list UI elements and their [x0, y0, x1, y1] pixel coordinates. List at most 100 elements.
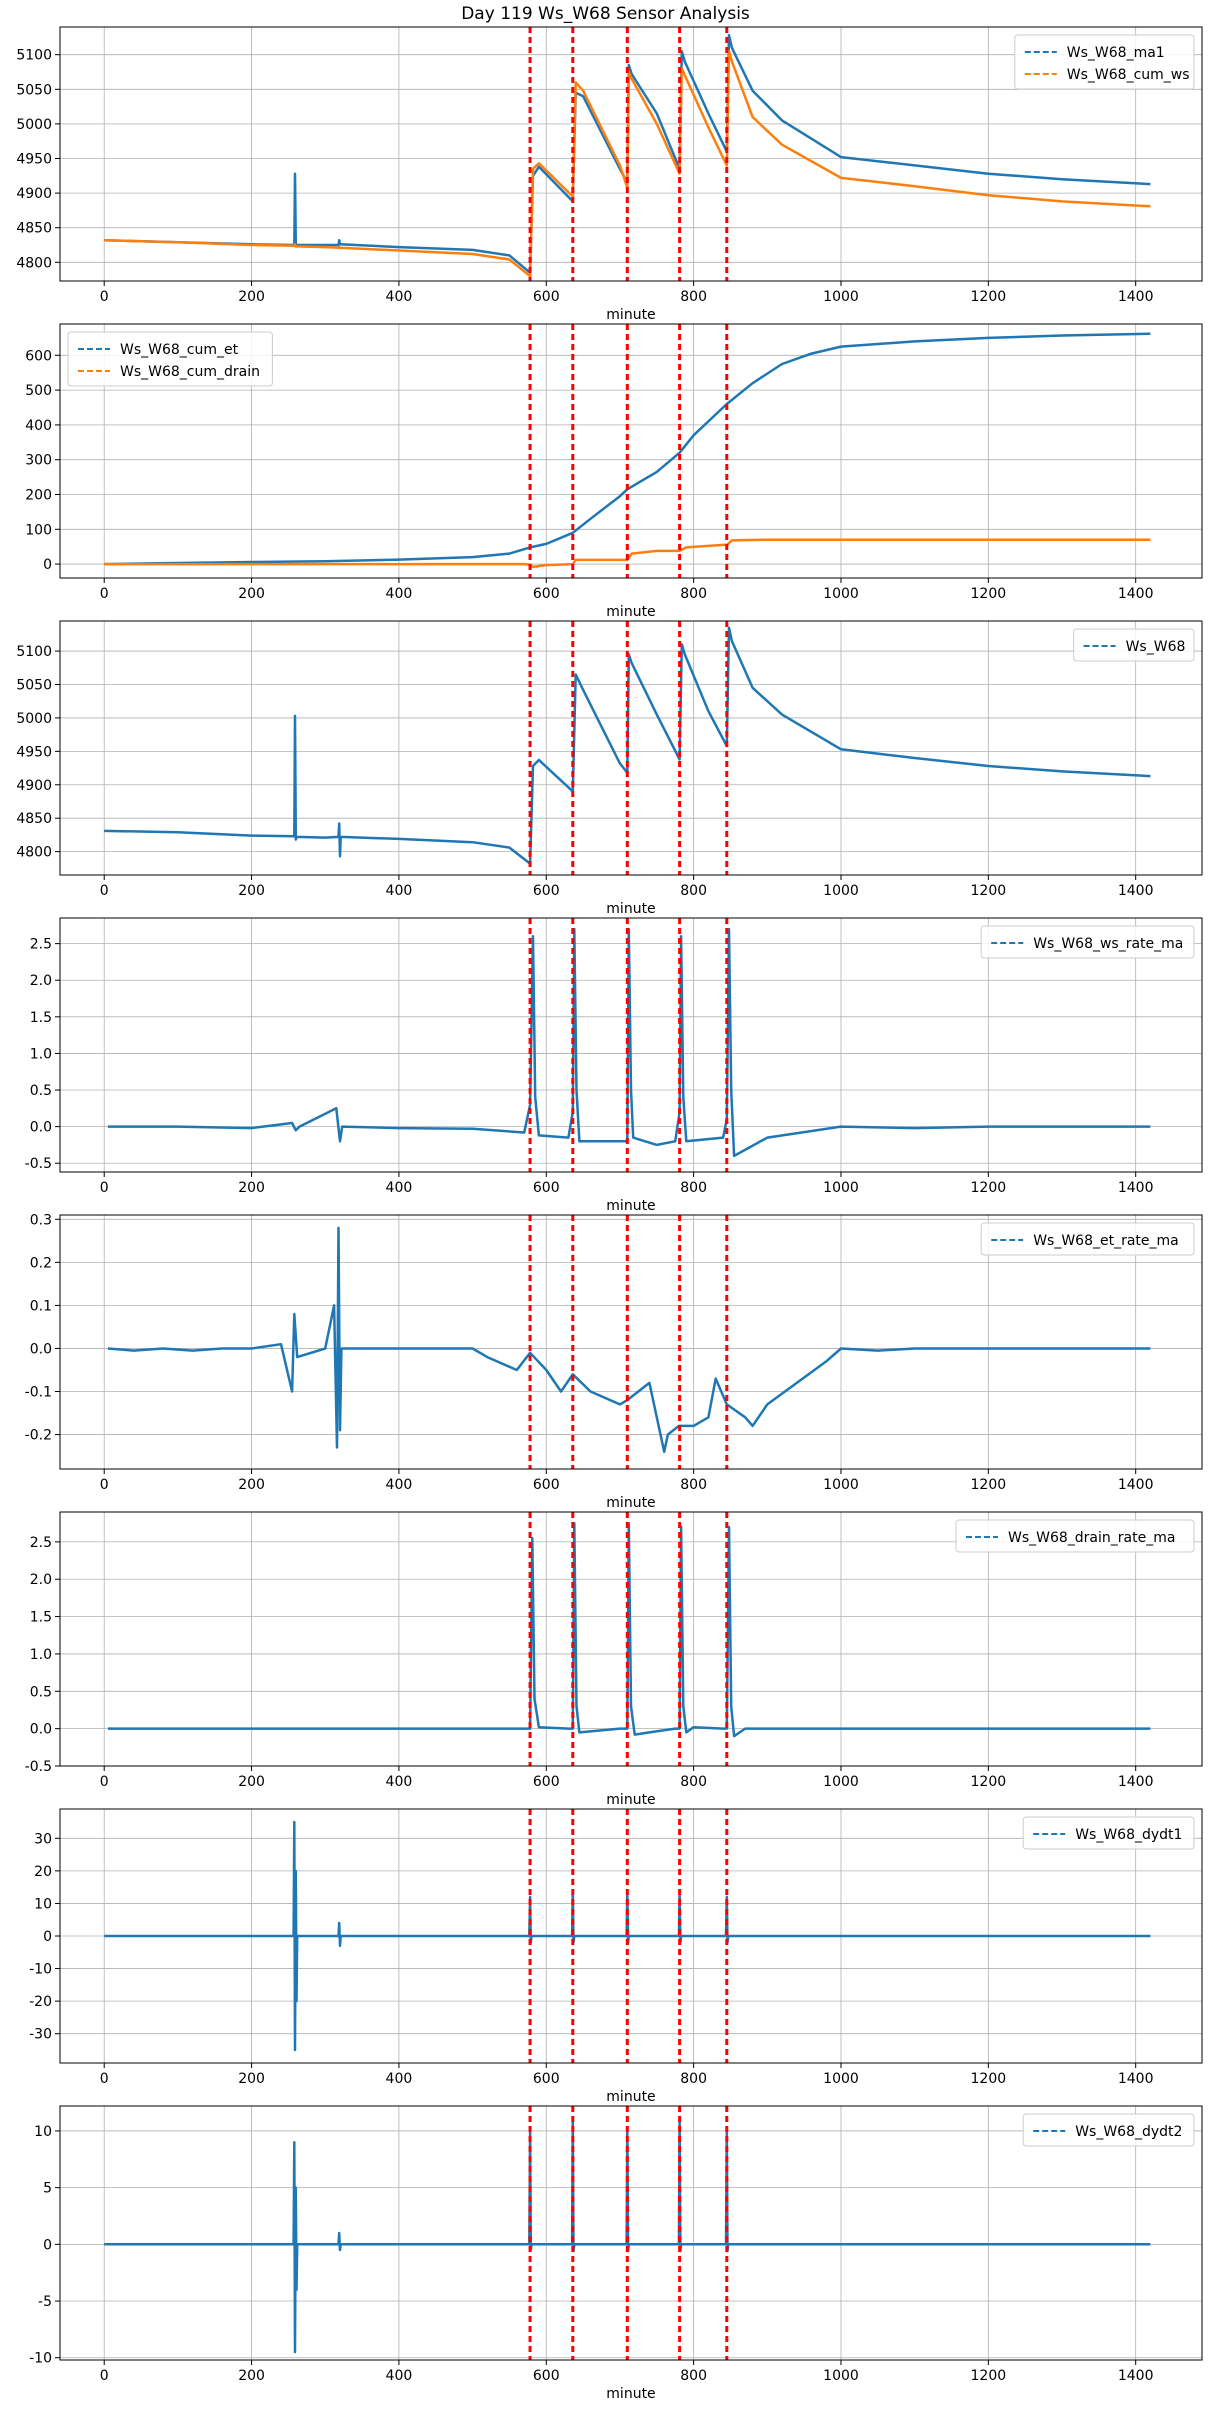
- plot-7-xtick-label-4: 800: [680, 2368, 707, 2384]
- plot-1-ytick-label-0: 0: [43, 557, 52, 573]
- plot-1-xtick-label-0: 0: [100, 586, 109, 602]
- plot-0-legend-label-1: Ws_W68_cum_ws: [1067, 67, 1190, 83]
- plot-1-legend-label-0: Ws_W68_cum_et: [120, 342, 239, 358]
- plot-1-xlabel: minute: [606, 604, 655, 620]
- plot-1-xtick-label-5: 1000: [823, 586, 859, 602]
- plot-6-ytick-label-5: 20: [34, 1864, 52, 1880]
- plot-1-frame: [59, 323, 1203, 579]
- plot-6-xtick-label-1: 200: [238, 2071, 265, 2087]
- plot-5-ytick-label-2: 0.5: [30, 1684, 52, 1700]
- plot-1-ytick-label-3: 300: [25, 453, 52, 469]
- plot-1-xtick-label-1: 200: [238, 586, 265, 602]
- plot-6-xtick-label-0: 0: [100, 2071, 109, 2087]
- plot-3-xtick-label-4: 800: [680, 1180, 707, 1196]
- plot-3-series-Ws_W68_ws_rate_ma: [107, 927, 1151, 1158]
- plot-0-xtick-label-1: 200: [238, 289, 265, 305]
- plot-0-legend-label-0: Ws_W68_ma1: [1067, 45, 1165, 61]
- plot-4-xtick-label-7: 1400: [1118, 1477, 1154, 1493]
- plot-5-ytick-label-3: 1.0: [30, 1647, 52, 1663]
- plot-5-xlabel: minute: [606, 1792, 655, 1808]
- plot-6-legend: [1022, 1816, 1195, 1850]
- plot-7-xtick-label-3: 600: [533, 2368, 560, 2384]
- plot-6-frame: [59, 1808, 1203, 2064]
- plot-3-xtick-label-5: 1000: [823, 1180, 859, 1196]
- plot-5-ytick-label-4: 1.5: [30, 1610, 52, 1626]
- plot-6-xtick-label-7: 1400: [1118, 2071, 1154, 2087]
- plot-0-xtick-label-5: 1000: [823, 289, 859, 305]
- plot-7-xtick-label-0: 0: [100, 2368, 109, 2384]
- plot-7-ytick-label-3: 5: [43, 2181, 52, 2197]
- plot-4-series-Ws_W68_et_rate_ma: [107, 1226, 1151, 1454]
- plot-0-xtick-label-0: 0: [100, 289, 109, 305]
- plot-6-series-Ws_W68_dydt1: [104, 1820, 1151, 2052]
- plot-0-xlabel: minute: [606, 307, 655, 323]
- plot-5-series-Ws_W68_drain_rate_ma: [107, 1521, 1151, 1738]
- plot-5-legend-label-0: Ws_W68_drain_rate_ma: [1008, 1530, 1175, 1546]
- plot-7-ytick-label-0: -10: [29, 2351, 52, 2367]
- plot-1-xtick-label-3: 600: [533, 586, 560, 602]
- plot-3-legend-label-0: Ws_W68_ws_rate_ma: [1033, 936, 1183, 952]
- plot-3-ytick-label-1: 0.0: [30, 1120, 52, 1136]
- plot-3-legend: [980, 925, 1195, 959]
- plot-3-xtick-label-3: 600: [533, 1180, 560, 1196]
- plot-1-series-Ws_W68_cum_drain: [104, 538, 1151, 569]
- plot-2-xtick-label-0: 0: [100, 883, 109, 899]
- plot-2-xtick-label-3: 600: [533, 883, 560, 899]
- plot-0-ytick-label-3: 4950: [16, 151, 52, 167]
- plot-1-xtick-label-7: 1400: [1118, 586, 1154, 602]
- plot-3-ytick-label-4: 1.5: [30, 1010, 52, 1026]
- plot-0-ytick-label-6: 5100: [16, 48, 52, 64]
- plot-3-ytick-label-0: -0.5: [25, 1156, 52, 1172]
- plot-0-ytick-label-2: 4900: [16, 186, 52, 202]
- plot-4-xtick-label-5: 1000: [823, 1477, 859, 1493]
- plot-4-ytick-label-2: 0.0: [30, 1341, 52, 1357]
- plot-4-xtick-label-6: 1200: [971, 1477, 1007, 1493]
- plot-4-ytick-label-5: 0.3: [30, 1212, 52, 1228]
- plot-1-ytick-label-2: 200: [25, 487, 52, 503]
- plot-6-ytick-label-2: -10: [29, 1962, 52, 1978]
- plot-2-legend-label-0: Ws_W68: [1126, 639, 1186, 655]
- plot-4-ytick-label-1: -0.1: [25, 1385, 52, 1401]
- plot-3-xtick-label-7: 1400: [1118, 1180, 1154, 1196]
- plot-1-legend-label-1: Ws_W68_cum_drain: [120, 364, 260, 380]
- plot-2-ytick-label-4: 5000: [16, 711, 52, 727]
- plot-2-xtick-label-5: 1000: [823, 883, 859, 899]
- plot-7-xlabel: minute: [606, 2386, 655, 2402]
- plot-5-ytick-label-1: 0.0: [30, 1722, 52, 1738]
- plot-7-xtick-label-2: 400: [386, 2368, 413, 2384]
- plot-5-ytick-label-5: 2.0: [30, 1572, 52, 1588]
- plot-0-frame: [59, 26, 1203, 282]
- plot-6-ytick-label-6: 30: [34, 1831, 52, 1847]
- plot-7-legend: [1022, 2113, 1195, 2147]
- plot-0-ytick-label-0: 4800: [16, 255, 52, 271]
- plot-1-legend: [67, 331, 273, 387]
- plot-4-background: [60, 1215, 1202, 1469]
- plot-7-ytick-label-4: 10: [34, 2124, 52, 2140]
- plot-7-xtick-label-5: 1000: [823, 2368, 859, 2384]
- plot-0-xtick-label-3: 600: [533, 289, 560, 305]
- plot-5-xtick-label-1: 200: [238, 1774, 265, 1790]
- plot-7-frame: [59, 2105, 1203, 2361]
- plot-4-legend: [980, 1222, 1195, 1256]
- plot-6-ytick-label-3: 0: [43, 1929, 52, 1945]
- plot-7-xtick-label-7: 1400: [1118, 2368, 1154, 2384]
- plot-2-xtick-label-4: 800: [680, 883, 707, 899]
- plot-6-ytick-label-4: 10: [34, 1896, 52, 1912]
- plot-6-xlabel: minute: [606, 2089, 655, 2105]
- plot-2-xtick-label-7: 1400: [1118, 883, 1154, 899]
- plot-6-xtick-label-2: 400: [386, 2071, 413, 2087]
- plot-4-xtick-label-4: 800: [680, 1477, 707, 1493]
- plot-3-xtick-label-0: 0: [100, 1180, 109, 1196]
- plot-5-xtick-label-6: 1200: [971, 1774, 1007, 1790]
- plot-1-ytick-label-5: 500: [25, 383, 52, 399]
- plot-4-xtick-label-1: 200: [238, 1477, 265, 1493]
- plot-6-xtick-label-6: 1200: [971, 2071, 1007, 2087]
- plot-6-xtick-label-4: 800: [680, 2071, 707, 2087]
- plot-4-legend-label-0: Ws_W68_et_rate_ma: [1033, 1233, 1179, 1249]
- plot-2-xtick-label-1: 200: [238, 883, 265, 899]
- plot-4-frame: [59, 1214, 1203, 1470]
- plot-5-xtick-label-3: 600: [533, 1774, 560, 1790]
- plot-0-legend: [1014, 34, 1195, 90]
- plot-6-ytick-label-1: -20: [29, 1994, 52, 2010]
